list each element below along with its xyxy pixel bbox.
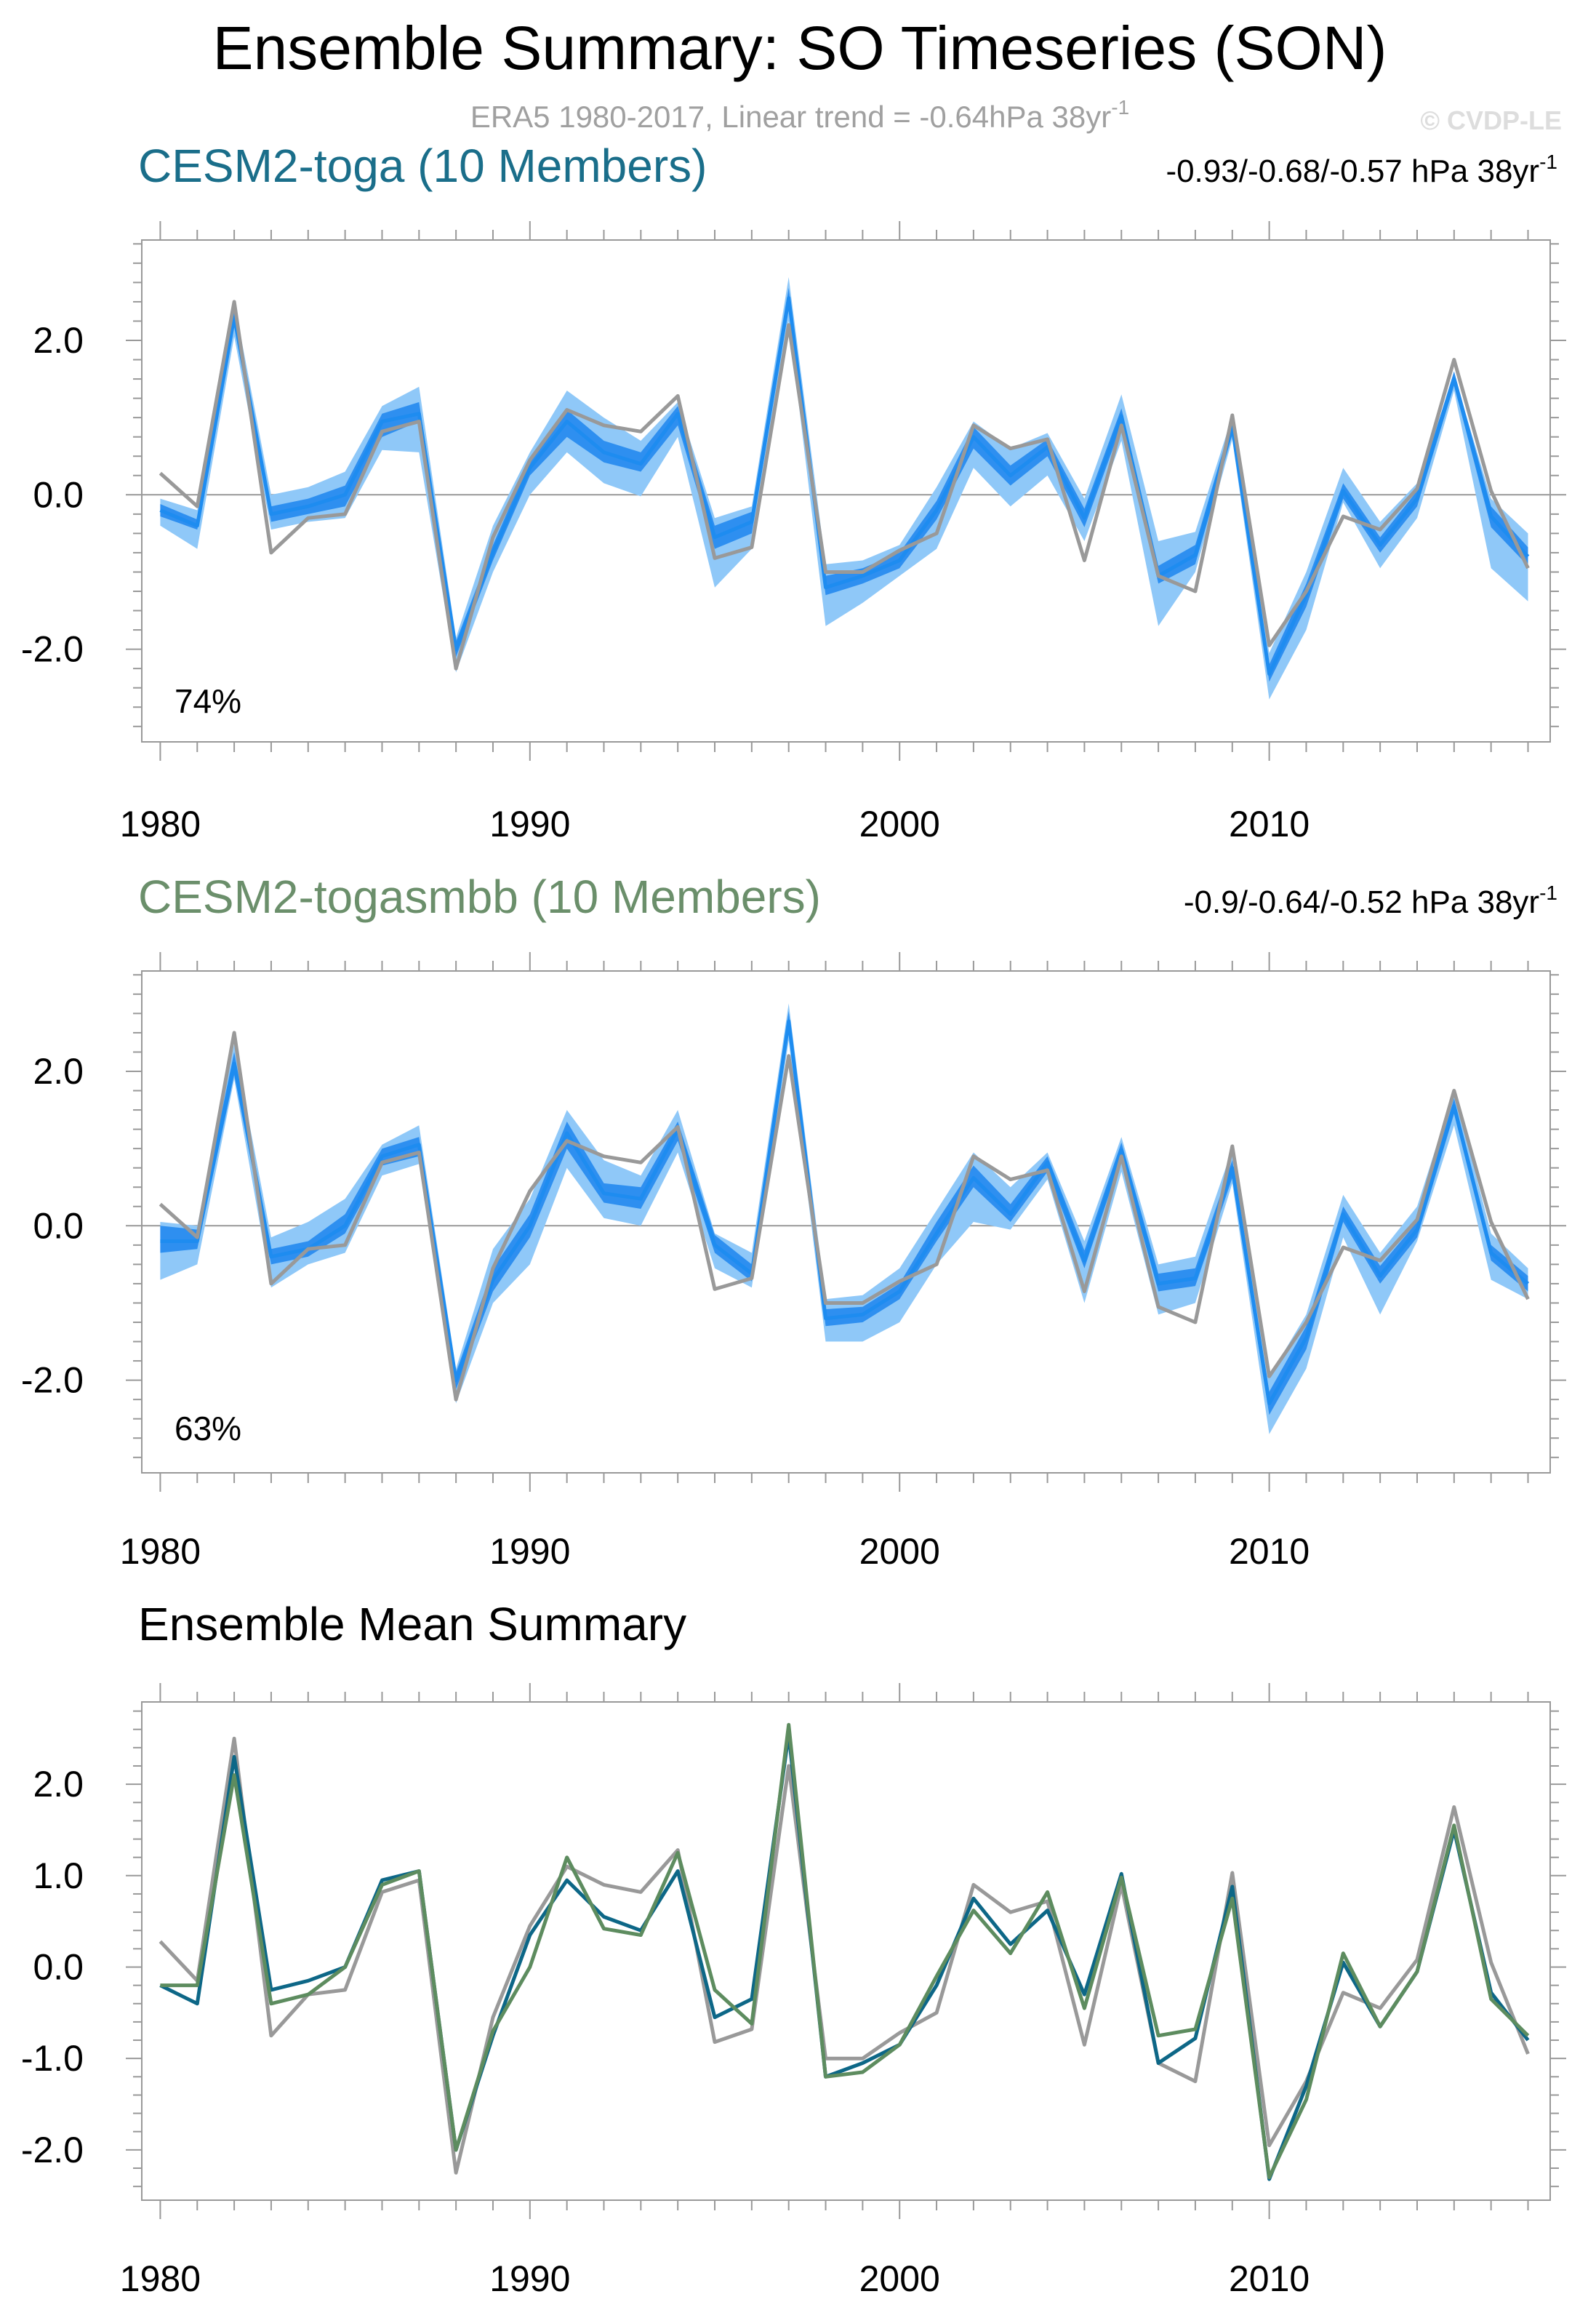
x-tick-label: 2010 <box>1229 2258 1310 2299</box>
subtitle-text: ERA5 1980-2017, Linear trend = -0.64hPa … <box>470 100 1111 134</box>
panel-togasmbb: CESM2-togasmbb (10 Members) -0.9/-0.64/-0… <box>21 871 1566 1572</box>
ensemble-interquartile-band <box>160 287 1528 682</box>
y-tick-label: -2.0 <box>21 629 84 670</box>
figure-subtitle: ERA5 1980-2017, Linear trend = -0.64hPa … <box>470 96 1129 134</box>
ensemble-mean-line <box>159 296 1530 676</box>
trend-label: -0.9/-0.64/-0.52 hPa 38yr-1 <box>1184 882 1557 920</box>
panel-ensemble-mean-summary: Ensemble Mean Summary 2.0 1.0 0.0 -1.0 -2.0 19… <box>21 1598 1566 2299</box>
plot-area <box>159 1003 1530 1434</box>
y-tick-label: 2.0 <box>33 1051 84 1092</box>
y-tick-label: -1.0 <box>21 2038 84 2079</box>
panel-title: Ensemble Mean Summary <box>138 1598 686 1650</box>
series-line-toga <box>159 1732 1530 2181</box>
x-tick-label: 2010 <box>1229 804 1310 844</box>
y-tick-label: 2.0 <box>33 320 84 361</box>
ensemble-range-band <box>160 277 1528 700</box>
trend-label-text: -0.9/-0.64/-0.52 hPa 38yr <box>1184 884 1539 920</box>
x-tick-label: 2010 <box>1229 1531 1310 1572</box>
panel-title: CESM2-toga (10 Members) <box>138 140 707 192</box>
y-tick-label: 0.0 <box>33 1205 84 1246</box>
ensemble-range-band <box>160 1003 1528 1434</box>
trend-label: -0.93/-0.68/-0.57 hPa 38yr-1 <box>1166 151 1557 189</box>
x-tick-label: 1980 <box>120 1531 201 1572</box>
x-tick-label: 2000 <box>859 804 940 844</box>
watermark: © CVDP-LE <box>1420 105 1562 135</box>
x-tick-label: 1990 <box>489 804 570 844</box>
x-tick-label: 1990 <box>489 2258 570 2299</box>
subtitle-superscript: -1 <box>1111 96 1129 119</box>
x-tick-label: 1980 <box>120 2258 201 2299</box>
trend-label-text: -0.93/-0.68/-0.57 hPa 38yr <box>1166 153 1539 189</box>
plot-area <box>159 277 1530 700</box>
trend-label-superscript: -1 <box>1539 882 1557 904</box>
series-line-obs <box>159 1736 1530 2175</box>
correlation-label: 74% <box>175 682 241 720</box>
x-tick-label: 2000 <box>859 2258 940 2299</box>
x-tick-label: 1990 <box>489 1531 570 1572</box>
trend-label-superscript: -1 <box>1539 151 1557 173</box>
y-tick-label: 1.0 <box>33 1855 84 1896</box>
panel-toga: CESM2-toga (10 Members) -0.93/-0.68/-0.57… <box>21 140 1566 844</box>
y-tick-label: 0.0 <box>33 474 84 515</box>
x-tick-label: 1980 <box>120 804 201 844</box>
observed-line <box>159 1031 1530 1402</box>
y-tick-label: -2.0 <box>21 1360 84 1401</box>
figure-title: Ensemble Summary: SO Timeseries (SON) <box>212 14 1387 82</box>
ensemble-mean-line <box>160 1019 1530 1405</box>
correlation-label: 63% <box>175 1410 241 1447</box>
y-tick-label: 2.0 <box>33 1764 84 1805</box>
series-line-togasmbb <box>160 1722 1530 2180</box>
ensemble-interquartile-band <box>160 1011 1528 1415</box>
plot-area <box>159 1722 1530 2181</box>
y-tick-label: -2.0 <box>21 2130 84 2170</box>
x-tick-label: 2000 <box>859 1531 940 1572</box>
plot-frame <box>141 970 1551 1474</box>
panel-title: CESM2-togasmbb (10 Members) <box>138 871 821 923</box>
observed-line <box>159 300 1530 671</box>
plot-frame <box>141 239 1551 743</box>
y-tick-label: 0.0 <box>33 1946 84 1987</box>
plot-frame <box>141 1701 1551 2201</box>
